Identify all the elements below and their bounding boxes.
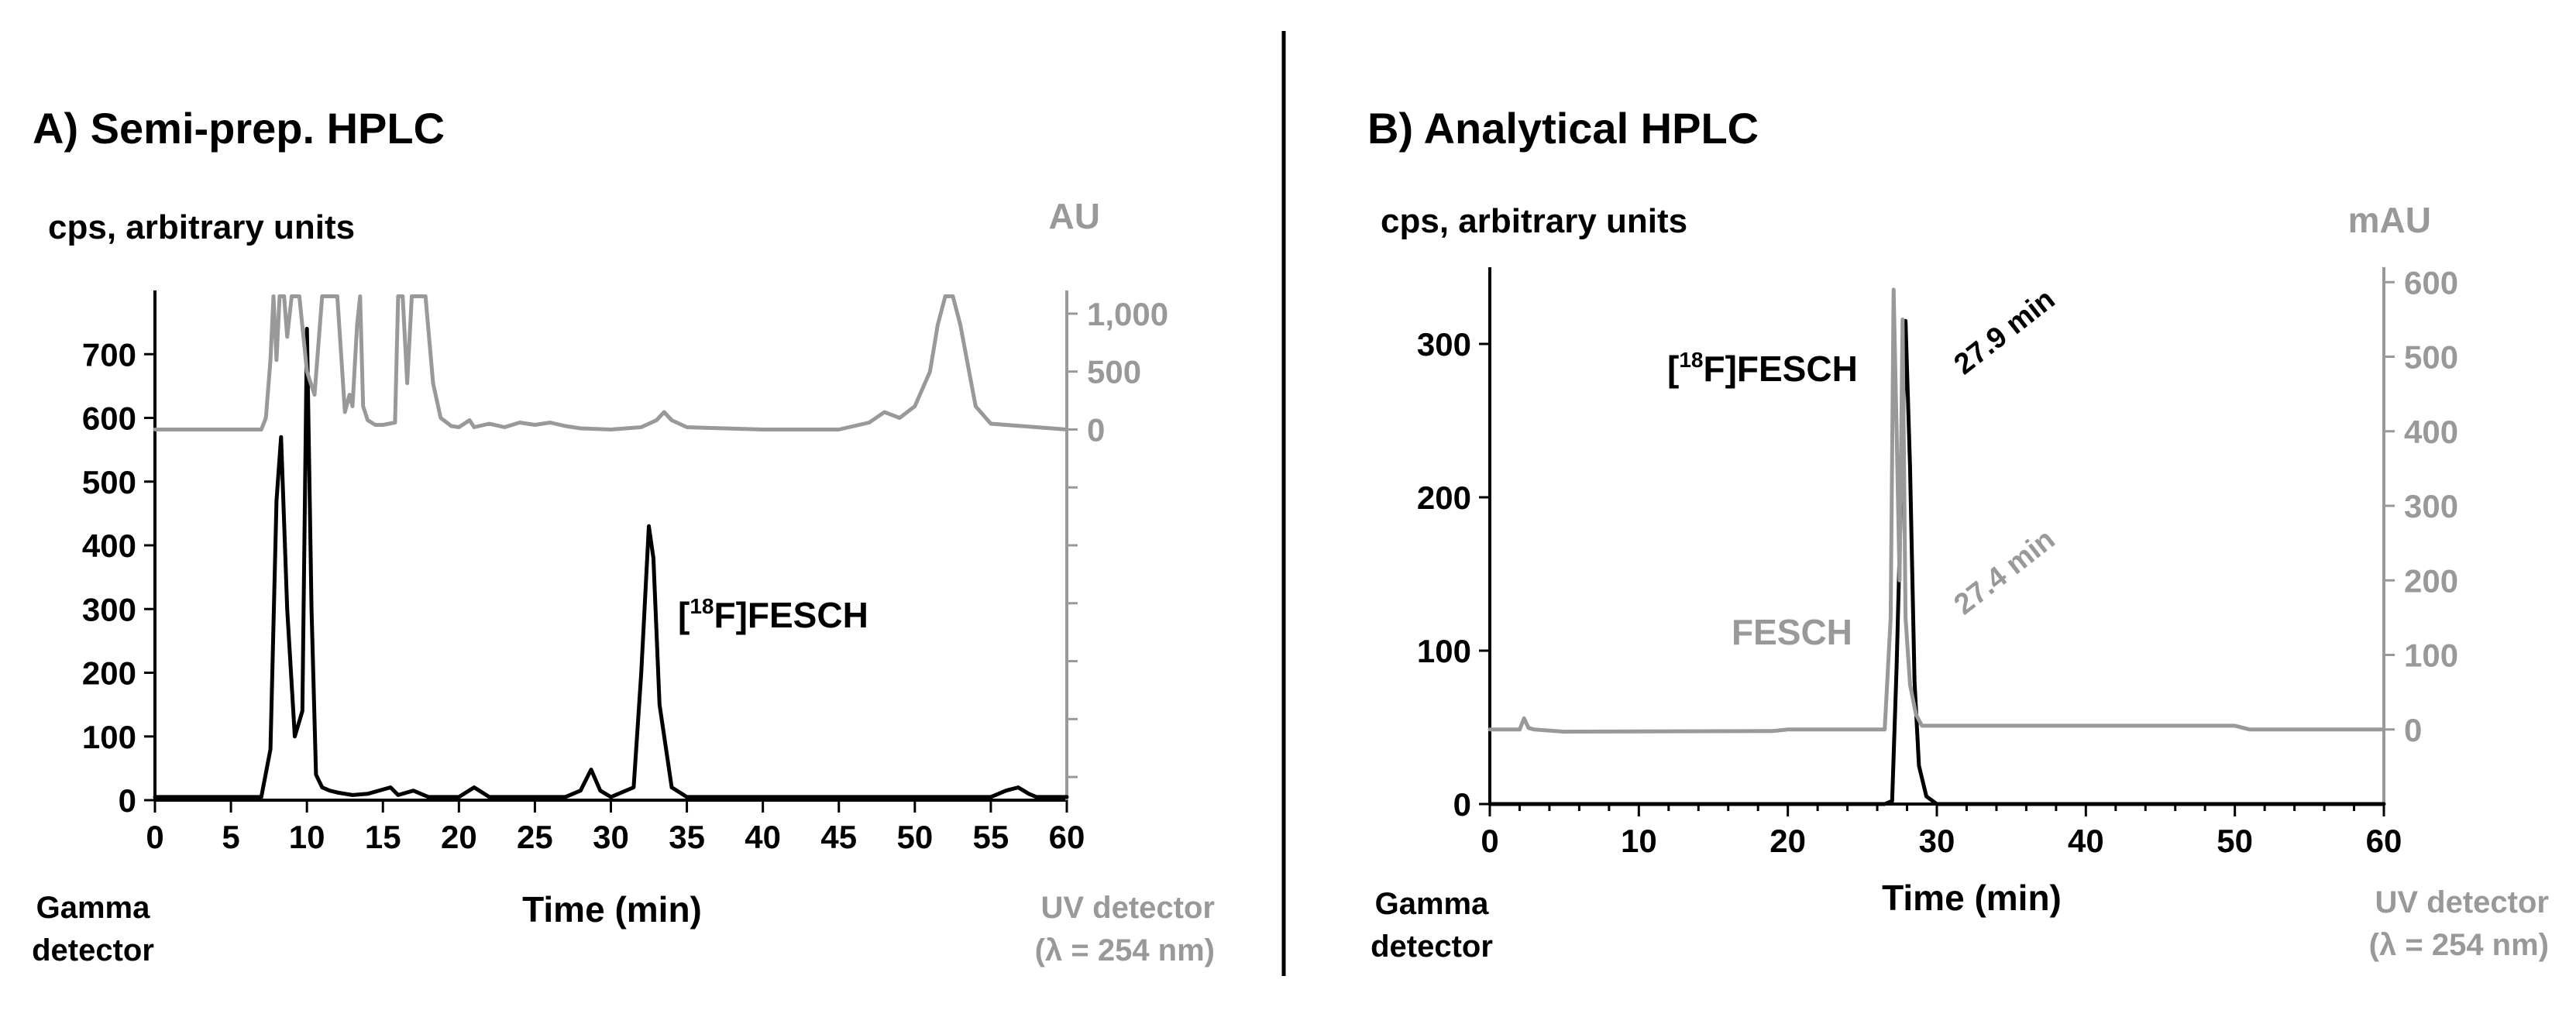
- panel-a-left-tick-label: 100: [82, 719, 136, 755]
- panel-b-x-tick-label: 60: [2366, 823, 2402, 859]
- panel-b-x-tick-label: 30: [1919, 823, 1955, 859]
- panel-a-left-tick-label: 300: [82, 591, 136, 627]
- panel-a-left-tick-label: 600: [82, 400, 136, 437]
- panel-a-x-tick-label: 15: [365, 819, 401, 855]
- panel-b-uv-trace: [1487, 287, 2386, 734]
- panel-b-plot-area: 0 10 20 30 40 50 60010020030001002003004005006…: [1417, 264, 2458, 859]
- panel-a-gamma-trace: [153, 326, 1069, 799]
- panel-a-x-tick-label: 50: [896, 819, 933, 855]
- panel-a-left-tick-label: 400: [82, 528, 136, 564]
- panel-a-gamma-label-line2: detector: [32, 933, 154, 967]
- panel-a-x-tick-label: 20: [441, 819, 477, 855]
- panel-a-x-tick-label: 60: [1049, 819, 1085, 855]
- panel-a-gamma-label-line1: Gamma: [36, 891, 150, 925]
- panel-b-x-tick-label: 40: [2068, 823, 2104, 859]
- panel-b-x-axis-label: Time (min): [1882, 878, 2062, 918]
- panel-b-title: B) Analytical HPLC: [1367, 104, 1759, 153]
- panel-a-uv-trace: [153, 294, 1069, 431]
- panel-b-gamma-label-line2: detector: [1371, 930, 1493, 964]
- panel-a-left-tick-label: 500: [82, 464, 136, 500]
- panel-a-x-tick-label: 0: [146, 819, 163, 855]
- panel-a-x-tick-label: 30: [593, 819, 629, 855]
- panel-a-left-axis-label: cps, arbitrary units: [48, 208, 355, 246]
- panel-a-uv-label-line2: (λ = 254 nm): [1035, 933, 1215, 967]
- panel-b-gamma-label-line1: Gamma: [1375, 887, 1489, 921]
- panel-a-right-tick-label: 0: [1087, 411, 1105, 448]
- panel-b-right-axis-label: mAU: [2348, 200, 2431, 240]
- panel-b-left-tick-label: 300: [1417, 326, 1471, 363]
- panel-a-x-tick-label: 25: [517, 819, 553, 855]
- panel-b-left-axis-label: cps, arbitrary units: [1381, 202, 1687, 240]
- panel-a-left-tick-label: 700: [82, 336, 136, 373]
- panel-a-peak-label-fesch: [18F]FESCH: [678, 594, 868, 635]
- panel-b-right-tick-label: 500: [2404, 339, 2458, 376]
- panel-a-right-tick-label: 500: [1087, 354, 1141, 390]
- panel-b-uv-label-line1: UV detector: [2375, 885, 2550, 919]
- panel-b-gamma-trace: [1487, 318, 2386, 806]
- panel-b-right-tick-label: 0: [2404, 712, 2422, 748]
- panel-b-gamma-peak-time: 27.9 min: [1948, 283, 2062, 381]
- panel-a-x-tick-label: 55: [973, 819, 1009, 855]
- panel-a-x-tick-label: 5: [222, 819, 239, 855]
- panel-b-right-tick-label: 100: [2404, 638, 2458, 674]
- panel-a-x-tick-label: 45: [820, 819, 857, 855]
- panel-b-x-tick-label: 0: [1481, 823, 1498, 859]
- panel-b-right-tick-label: 300: [2404, 488, 2458, 524]
- panel-a-right-tick-label: 1,000: [1087, 296, 1168, 332]
- panel-a-x-tick-label: 10: [289, 819, 325, 855]
- panel-b-peak-label-fesch-radio: [18F]FESCH: [1667, 348, 1858, 389]
- panel-b-left-tick-label: 0: [1453, 786, 1471, 823]
- panel-a-x-axis-label: Time (min): [522, 889, 702, 930]
- panel-a-left-tick-label: 200: [82, 655, 136, 692]
- panel-a-title: A) Semi-prep. HPLC: [33, 104, 445, 153]
- panel-a-x-tick-label: 35: [669, 819, 705, 855]
- panel-b-x-tick-label: 10: [1621, 823, 1657, 859]
- panel-a-left-tick-label: 0: [119, 782, 136, 819]
- panel-b-uv-peak-time: 27.4 min: [1948, 523, 2062, 621]
- panel-b-left-tick-label: 200: [1417, 479, 1471, 516]
- panel-a-plot-area: 0 5 10 15 20 25 30 35 40 45 50 55 600100200300400500…: [82, 290, 1168, 855]
- panel-a-x-tick-label: 40: [745, 819, 781, 855]
- panel-b-uv-label-line2: (λ = 254 nm): [2369, 928, 2549, 962]
- panel-b-x-tick-label: 20: [1769, 823, 1806, 859]
- panel-a-right-axis-label: AU: [1049, 196, 1100, 236]
- panel-a-uv-label-line1: UV detector: [1041, 891, 1216, 925]
- panel-b-right-tick-label: 600: [2404, 264, 2458, 301]
- panel-b-right-tick-label: 400: [2404, 414, 2458, 450]
- panel-b-peak-label-fesch-uv: FESCH: [1732, 612, 1852, 652]
- panel-a-semiprep-hplc: A) Semi-prep. HPLC cps, arbitrary units …: [32, 104, 1215, 967]
- panel-b-left-tick-label: 100: [1417, 633, 1471, 669]
- panel-b-analytical-hplc: B) Analytical HPLC cps, arbitrary units …: [1367, 104, 2549, 964]
- panel-b-x-tick-label: 50: [2217, 823, 2253, 859]
- panel-b-right-tick-label: 200: [2404, 562, 2458, 599]
